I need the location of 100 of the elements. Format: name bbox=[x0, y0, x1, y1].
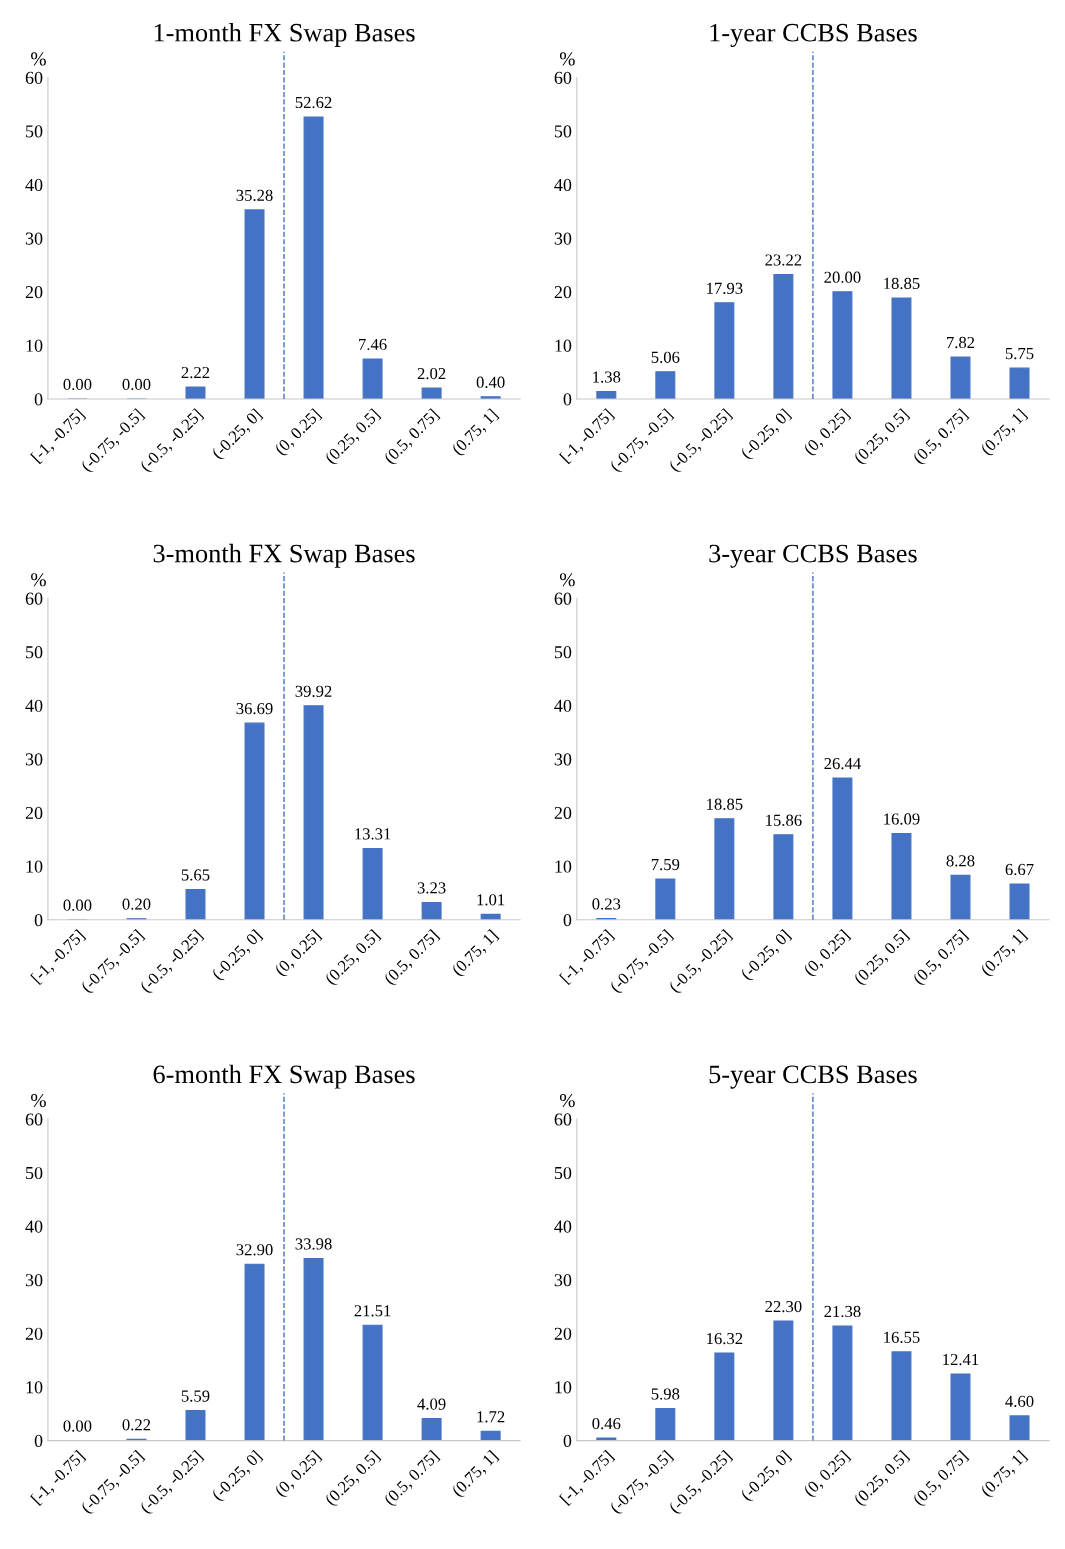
data-label: 33.98 bbox=[295, 1238, 332, 1250]
chart-title: 1-year CCBS Bases bbox=[710, 23, 917, 48]
y-tick-label: 0 bbox=[563, 1434, 572, 1448]
y-tick-label: 20 bbox=[25, 806, 43, 820]
y-tick-label: 20 bbox=[554, 286, 572, 299]
data-label: 6.67 bbox=[1005, 863, 1034, 876]
data-label: 23.22 bbox=[765, 254, 802, 266]
y-tick-label: 30 bbox=[25, 1274, 43, 1287]
y-tick-label: 50 bbox=[554, 646, 572, 659]
y-tick-label: 30 bbox=[25, 232, 43, 245]
y-axis-title: % bbox=[559, 52, 575, 66]
y-tick-label: 50 bbox=[554, 125, 572, 138]
data-label: 8.28 bbox=[946, 855, 975, 867]
data-label: 16.32 bbox=[707, 1332, 743, 1345]
data-label: 7.59 bbox=[651, 858, 680, 871]
data-label: 0.00 bbox=[63, 378, 92, 391]
y-tick-label: 50 bbox=[554, 1166, 572, 1180]
data-label: 18.85 bbox=[884, 277, 920, 290]
y-tick-label: 0 bbox=[563, 914, 572, 927]
y-tick-label: 20 bbox=[25, 1327, 43, 1340]
data-label: 0.20 bbox=[122, 898, 151, 910]
y-tick-label: 40 bbox=[554, 1220, 572, 1233]
chart-title: 1-month FX Swap Bases bbox=[154, 23, 415, 47]
data-label: 5.65 bbox=[181, 869, 210, 881]
y-tick-label: 0 bbox=[563, 393, 572, 406]
data-label: 17.93 bbox=[707, 282, 743, 294]
y-tick-label: 10 bbox=[26, 1381, 43, 1394]
data-label: 12.41 bbox=[943, 1353, 979, 1366]
data-label: 5.59 bbox=[181, 1390, 210, 1402]
y-tick-label: 20 bbox=[554, 1327, 572, 1340]
y-tick-label: 20 bbox=[25, 286, 43, 299]
data-label: 1.72 bbox=[477, 1411, 505, 1423]
data-label: 3.23 bbox=[417, 882, 446, 894]
data-label: 32.90 bbox=[236, 1244, 273, 1256]
data-label: 0.00 bbox=[122, 378, 151, 391]
data-label: 0.23 bbox=[592, 898, 621, 910]
data-label: 13.31 bbox=[355, 828, 391, 840]
y-tick-label: 10 bbox=[555, 339, 572, 352]
data-label: 5.75 bbox=[1005, 348, 1034, 360]
y-tick-label: 50 bbox=[26, 646, 43, 659]
y-tick-label: 20 bbox=[554, 806, 572, 820]
y-tick-label: 60 bbox=[554, 1113, 572, 1126]
data-label: 2.02 bbox=[417, 367, 446, 380]
data-label: 5.98 bbox=[651, 1388, 680, 1400]
data-label: 0.40 bbox=[476, 376, 505, 388]
data-label: 4.60 bbox=[1005, 1395, 1034, 1408]
data-label: 16.55 bbox=[884, 1331, 920, 1344]
y-tick-label: 60 bbox=[554, 592, 572, 605]
data-label: 7.46 bbox=[359, 338, 387, 351]
y-tick-label: 40 bbox=[25, 1220, 43, 1233]
y-tick-label: 40 bbox=[25, 178, 43, 192]
data-label: 4.09 bbox=[417, 1398, 446, 1410]
chart-title: 3-month FX Swap Bases bbox=[153, 543, 415, 568]
y-tick-label: 0 bbox=[34, 914, 43, 927]
data-label: 22.30 bbox=[765, 1300, 802, 1313]
y-tick-label: 10 bbox=[555, 1381, 572, 1394]
y-tick-label: 60 bbox=[25, 71, 43, 84]
chart-title: 6-month FX Swap Bases bbox=[153, 1064, 415, 1089]
data-label: 52.62 bbox=[295, 96, 332, 109]
data-label: 5.06 bbox=[651, 351, 680, 363]
y-tick-label: 50 bbox=[26, 125, 43, 138]
data-label: 0.00 bbox=[63, 899, 92, 911]
data-label: 7.82 bbox=[947, 336, 975, 349]
y-axis-title: % bbox=[31, 573, 46, 587]
data-label: 16.09 bbox=[884, 813, 920, 825]
data-label: 1.38 bbox=[593, 371, 621, 383]
y-axis-title: % bbox=[31, 52, 46, 66]
data-label: 0.46 bbox=[592, 1417, 621, 1430]
data-label: 15.86 bbox=[766, 814, 802, 826]
data-label: 21.38 bbox=[824, 1305, 861, 1318]
y-tick-label: 30 bbox=[554, 1274, 572, 1287]
y-tick-label: 10 bbox=[26, 339, 43, 352]
data-label: 21.51 bbox=[354, 1305, 391, 1317]
chart-title: 3-year CCBS Bases bbox=[709, 544, 917, 568]
y-tick-label: 40 bbox=[25, 699, 43, 712]
data-label: 0.22 bbox=[122, 1419, 151, 1431]
chart-title: 5-year CCBS Bases bbox=[709, 1065, 917, 1089]
y-axis-title: % bbox=[559, 573, 575, 587]
y-tick-label: 0 bbox=[34, 1434, 43, 1448]
y-tick-label: 60 bbox=[25, 1113, 43, 1126]
data-label: 18.85 bbox=[707, 798, 743, 810]
data-label: 36.69 bbox=[236, 703, 273, 715]
y-tick-label: 60 bbox=[554, 71, 572, 84]
y-tick-label: 10 bbox=[555, 860, 572, 873]
y-tick-label: 0 bbox=[34, 393, 43, 406]
y-axis-title: % bbox=[31, 1093, 46, 1108]
data-label: 2.22 bbox=[181, 366, 210, 379]
y-tick-label: 30 bbox=[554, 232, 572, 245]
y-tick-label: 30 bbox=[25, 753, 43, 766]
data-label: 26.44 bbox=[824, 757, 861, 770]
y-tick-label: 40 bbox=[554, 178, 572, 192]
y-tick-label: 60 bbox=[25, 592, 43, 605]
y-axis-title: % bbox=[559, 1093, 575, 1108]
y-tick-label: 10 bbox=[26, 860, 43, 873]
data-label: 20.00 bbox=[824, 271, 861, 283]
data-label: 0.00 bbox=[63, 1420, 92, 1432]
y-tick-label: 30 bbox=[554, 753, 572, 766]
data-label: 39.92 bbox=[295, 685, 332, 697]
data-label: 1.01 bbox=[477, 894, 505, 906]
y-tick-label: 40 bbox=[554, 699, 572, 712]
